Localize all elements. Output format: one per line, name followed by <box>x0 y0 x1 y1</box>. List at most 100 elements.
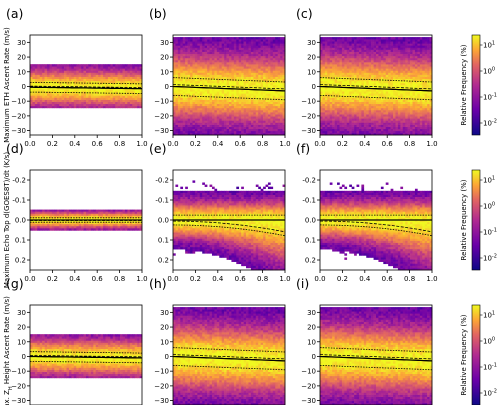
heatmap-cell <box>371 68 374 70</box>
heatmap-cell <box>30 98 33 100</box>
heatmap-cell <box>244 104 247 106</box>
heatmap-cell <box>374 50 377 52</box>
heatmap-cell <box>342 79 345 81</box>
heatmap-cell <box>352 60 355 62</box>
heatmap-cell <box>178 110 181 112</box>
heatmap-cell <box>381 56 384 58</box>
heatmap-cell <box>180 114 183 116</box>
heatmap-cell <box>361 98 364 100</box>
heatmap-cell <box>395 102 398 104</box>
heatmap-cell <box>342 54 345 56</box>
heatmap-cell <box>57 83 60 85</box>
heatmap-cell <box>202 37 205 39</box>
heatmap-cell <box>227 56 230 58</box>
heatmap-cell <box>132 68 135 70</box>
heatmap-cell <box>239 45 242 47</box>
heatmap-cell <box>42 75 45 77</box>
heatmap-cell <box>47 106 50 108</box>
heatmap-cell <box>327 56 330 58</box>
heatmap-cell <box>408 131 411 133</box>
heatmap-cell <box>349 83 352 85</box>
heatmap-cell <box>359 114 362 116</box>
heatmap-cell <box>200 104 203 106</box>
heatmap-cell <box>280 104 283 106</box>
heatmap-cell <box>229 116 232 118</box>
heatmap-cell <box>357 110 360 112</box>
heatmap-cell <box>344 93 347 95</box>
heatmap-cell <box>266 85 269 87</box>
heatmap-cell <box>105 89 108 91</box>
heatmap-cell <box>214 58 217 60</box>
heatmap-cell <box>217 120 220 122</box>
heatmap-cell <box>263 48 266 50</box>
heatmap-cell <box>349 102 352 104</box>
heatmap-cell <box>258 108 261 110</box>
heatmap-cell <box>234 112 237 114</box>
heatmap-cell <box>371 91 374 93</box>
heatmap-cell <box>113 95 116 97</box>
heatmap-cell <box>258 50 261 52</box>
heatmap-cell <box>366 73 369 75</box>
heatmap-cell <box>403 131 406 133</box>
heatmap-cell <box>354 45 357 47</box>
heatmap-cell <box>110 73 113 75</box>
heatmap-cell <box>391 52 394 54</box>
x-tick-label: 1.0 <box>136 140 147 148</box>
heatmap-cell <box>278 125 281 127</box>
heatmap-cell <box>253 83 256 85</box>
heatmap-cell <box>64 95 67 97</box>
heatmap-cell <box>103 77 106 79</box>
heatmap-cell <box>393 91 396 93</box>
heatmap-cell <box>217 73 220 75</box>
heatmap-cell <box>391 100 394 102</box>
heatmap-cell <box>278 118 281 120</box>
heatmap-cell <box>251 116 254 118</box>
heatmap-cell <box>210 52 213 54</box>
heatmap-cell <box>195 118 198 120</box>
heatmap-cell <box>115 102 118 104</box>
heatmap-cell <box>405 39 408 41</box>
heatmap-cell <box>330 37 333 39</box>
heatmap-cell <box>81 104 84 106</box>
heatmap-cell <box>248 81 251 83</box>
heatmap-cell <box>266 56 269 58</box>
heatmap-cell <box>183 37 186 39</box>
heatmap-cell <box>403 37 406 39</box>
heatmap-cell <box>339 37 342 39</box>
heatmap-cell <box>79 106 82 108</box>
heatmap-cell <box>378 50 381 52</box>
heatmap-cell <box>339 81 342 83</box>
heatmap-cell <box>268 73 271 75</box>
heatmap-cell <box>352 54 355 56</box>
heatmap-cell <box>386 37 389 39</box>
heatmap-cell <box>376 102 379 104</box>
heatmap-cell <box>388 127 391 129</box>
heatmap-cell <box>357 123 360 125</box>
heatmap-cell <box>175 79 178 81</box>
heatmap-cell <box>381 39 384 41</box>
heatmap-cell <box>183 131 186 133</box>
heatmap-cell <box>366 81 369 83</box>
heatmap-cell <box>275 62 278 64</box>
heatmap-cell <box>347 52 350 54</box>
heatmap-cell <box>398 48 401 50</box>
heatmap-cell <box>229 129 232 131</box>
heatmap-cell <box>241 104 244 106</box>
heatmap-cell <box>357 58 360 60</box>
heatmap-cell <box>398 52 401 54</box>
heatmap-cell <box>173 60 176 62</box>
heatmap-cell <box>263 50 266 52</box>
heatmap-cell <box>366 123 369 125</box>
heatmap-cell <box>173 62 176 64</box>
heatmap-cell <box>364 112 367 114</box>
heatmap-cell <box>37 83 40 85</box>
heatmap-cell <box>374 75 377 77</box>
heatmap-cell <box>405 118 408 120</box>
heatmap-cell <box>248 68 251 70</box>
heatmap-cell <box>185 129 188 131</box>
heatmap-cell <box>337 54 340 56</box>
heatmap-cell <box>246 39 249 41</box>
heatmap-cell <box>236 91 239 93</box>
heatmap-cell <box>32 77 35 79</box>
heatmap-cell <box>64 68 67 70</box>
